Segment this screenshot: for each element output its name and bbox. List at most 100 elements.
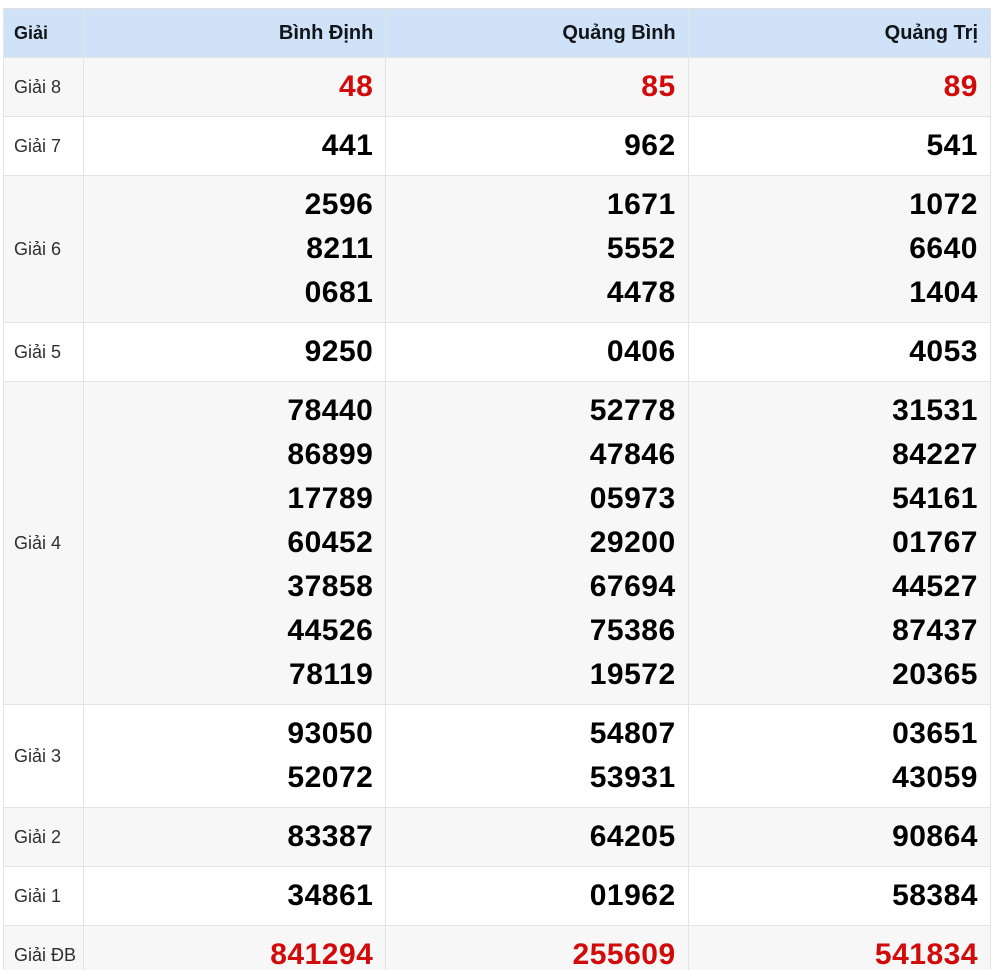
prize-number: 89 bbox=[943, 70, 978, 103]
prize-number: 78440 bbox=[287, 394, 374, 427]
prize-row-label: Giải 4 bbox=[3, 381, 84, 705]
prize-number: 52072 bbox=[287, 761, 374, 794]
prize-numbers-cell: 2596 8211 0681 bbox=[82, 175, 387, 323]
prize-number: 20365 bbox=[892, 658, 978, 691]
prize-number: 19572 bbox=[589, 658, 676, 691]
prize-number: 0406 bbox=[606, 335, 676, 368]
prize-numbers-cell: 441 bbox=[82, 116, 387, 176]
prize-number: 5552 bbox=[606, 232, 676, 265]
prize-number: 75386 bbox=[589, 614, 676, 647]
prize-number: 85 bbox=[641, 70, 676, 103]
prize-row: Giải 5 9250 0406 4053 bbox=[3, 322, 992, 382]
prize-number: 17789 bbox=[287, 482, 374, 515]
prize-number: 48 bbox=[338, 70, 374, 103]
prize-numbers-cell: 90864 bbox=[687, 807, 992, 867]
prize-number: 4478 bbox=[606, 276, 676, 309]
prize-number: 37858 bbox=[287, 570, 374, 603]
header-province-binh-dinh: Bình Định bbox=[82, 8, 387, 58]
prize-numbers-cell: 0406 bbox=[385, 322, 689, 382]
prize-row: Giải 1 34861 01962 58384 bbox=[3, 866, 992, 926]
prize-number: 962 bbox=[624, 129, 676, 162]
prize-number: 34861 bbox=[287, 879, 374, 912]
prize-numbers-cell: 841294 bbox=[82, 925, 387, 970]
prize-numbers-cell: 78440 86899 17789 60452 37858 44526 78119 bbox=[82, 381, 387, 705]
prize-number: 54161 bbox=[892, 482, 978, 515]
prize-numbers-cell: 58384 bbox=[687, 866, 992, 926]
prize-row: Giải 6 2596 8211 0681 1671 5552 4478 1072 6640 14… bbox=[3, 175, 992, 323]
prize-numbers-cell: 34861 bbox=[82, 866, 387, 926]
table-header: Giải Bình Định Quảng Bình Quảng Trị bbox=[3, 8, 992, 58]
prize-number: 44526 bbox=[287, 614, 374, 647]
header-row: Giải Bình Định Quảng Bình Quảng Trị bbox=[3, 8, 992, 58]
prize-number: 52778 bbox=[589, 394, 676, 427]
prize-number: 83387 bbox=[287, 820, 374, 853]
prize-row-label: Giải ĐB bbox=[3, 925, 84, 970]
prize-numbers-cell: 31531 84227 54161 01767 44527 87437 20365 bbox=[687, 381, 992, 705]
prize-row: Giải 2 83387 64205 90864 bbox=[3, 807, 992, 867]
prize-numbers-cell: 541834 bbox=[687, 925, 992, 970]
prize-numbers-cell: 93050 52072 bbox=[82, 704, 387, 808]
prize-number: 841294 bbox=[270, 938, 374, 970]
prize-number: 03651 bbox=[892, 717, 978, 750]
prize-numbers-cell: 52778 47846 05973 29200 67694 75386 19572 bbox=[385, 381, 689, 705]
prize-number: 8211 bbox=[306, 232, 374, 265]
prize-numbers-cell: 9250 bbox=[82, 322, 387, 382]
prize-number: 255609 bbox=[572, 938, 676, 970]
prize-numbers-cell: 54807 53931 bbox=[385, 704, 689, 808]
prize-number: 05973 bbox=[589, 482, 676, 515]
prize-number: 53931 bbox=[589, 761, 676, 794]
prize-number: 86899 bbox=[287, 438, 374, 471]
prize-number: 87437 bbox=[892, 614, 978, 647]
prize-number: 67694 bbox=[589, 570, 676, 603]
prize-number: 01767 bbox=[892, 526, 978, 559]
lottery-results-table: Giải Bình Định Quảng Bình Quảng Trị Giải… bbox=[3, 8, 992, 970]
prize-number: 44527 bbox=[892, 570, 978, 603]
prize-number: 01962 bbox=[589, 879, 676, 912]
prize-row-label: Giải 6 bbox=[3, 175, 84, 323]
prize-row: Giải 8 48 85 89 bbox=[3, 57, 992, 117]
prize-number: 78119 bbox=[289, 658, 374, 691]
prize-numbers-cell: 1072 6640 1404 bbox=[687, 175, 992, 323]
prize-numbers-cell: 255609 bbox=[385, 925, 689, 970]
prize-number: 93050 bbox=[287, 717, 374, 750]
prize-numbers-cell: 64205 bbox=[385, 807, 689, 867]
prize-number: 84227 bbox=[892, 438, 978, 471]
prize-numbers-cell: 03651 43059 bbox=[687, 704, 992, 808]
prize-numbers-cell: 85 bbox=[385, 57, 689, 117]
prize-row: Giải 3 93050 52072 54807 53931 03651 43059 bbox=[3, 704, 992, 808]
prize-row-label: Giải 2 bbox=[3, 807, 84, 867]
prize-number: 441 bbox=[321, 129, 374, 162]
prize-number: 54807 bbox=[589, 717, 676, 750]
prize-numbers-cell: 4053 bbox=[687, 322, 992, 382]
prize-number: 90864 bbox=[892, 820, 978, 853]
prize-number: 4053 bbox=[909, 335, 978, 368]
prize-number: 1072 bbox=[909, 188, 978, 221]
prize-row: Giải 7 441 962 541 bbox=[3, 116, 992, 176]
prize-number: 29200 bbox=[589, 526, 676, 559]
prize-number: 58384 bbox=[892, 879, 978, 912]
prize-row-label: Giải 5 bbox=[3, 322, 84, 382]
prize-row: Giải ĐB 841294 255609 541834 bbox=[3, 925, 992, 970]
prize-number: 64205 bbox=[589, 820, 676, 853]
prize-numbers-cell: 962 bbox=[385, 116, 689, 176]
prize-numbers-cell: 541 bbox=[687, 116, 992, 176]
prize-row-label: Giải 1 bbox=[3, 866, 84, 926]
prize-number: 541834 bbox=[874, 938, 978, 970]
prize-row-label: Giải 8 bbox=[3, 57, 84, 117]
prize-row-label: Giải 7 bbox=[3, 116, 84, 176]
prize-numbers-cell: 48 bbox=[82, 57, 387, 117]
prize-numbers-cell: 89 bbox=[687, 57, 992, 117]
prize-number: 1671 bbox=[606, 188, 676, 221]
table-body: Giải 8 48 85 89 Giải 7 441 962 541 Giải 6 2596 821… bbox=[3, 57, 992, 970]
prize-number: 31531 bbox=[892, 394, 978, 427]
prize-numbers-cell: 83387 bbox=[82, 807, 387, 867]
header-province-quang-binh: Quảng Bình bbox=[385, 8, 689, 58]
prize-number: 47846 bbox=[589, 438, 676, 471]
prize-numbers-cell: 1671 5552 4478 bbox=[385, 175, 689, 323]
prize-row-label: Giải 3 bbox=[3, 704, 84, 808]
prize-numbers-cell: 01962 bbox=[385, 866, 689, 926]
header-prize-column: Giải bbox=[3, 8, 84, 58]
prize-number: 6640 bbox=[909, 232, 978, 265]
prize-number: 1404 bbox=[909, 276, 978, 309]
